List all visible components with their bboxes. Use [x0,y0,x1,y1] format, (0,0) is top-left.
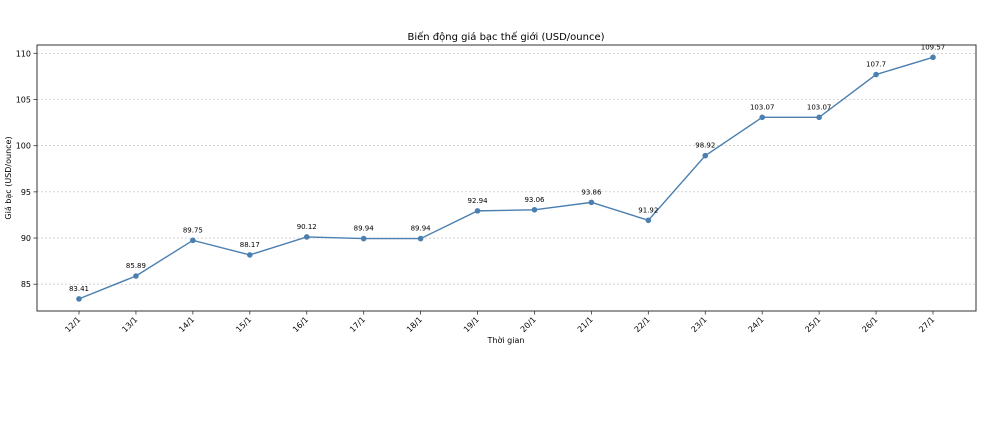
plot-area [36,44,977,312]
data-label: 89.94 [411,225,432,233]
y-axis: 85 90 95 100 105 110 [16,49,37,289]
data-label: 93.86 [581,188,602,196]
data-label: 98.92 [695,142,715,150]
x-tick-label: 22/1 [633,315,652,334]
x-tick-label: 16/1 [291,315,310,334]
data-point [417,235,424,242]
x-tick-label: 18/1 [405,315,424,334]
data-label: 85.89 [126,262,146,270]
data-label: 107.7 [866,61,886,69]
data-point [531,206,538,213]
chart-title: Biến động giá bạc thế giới (USD/ounce) [408,31,605,43]
x-tick-label: 14/1 [177,315,196,334]
data-label: 103.07 [807,103,832,111]
data-labels: 83.41 85.89 89.75 88.17 90.12 89.94 89.94 92.94… [69,43,945,293]
y-tick-label: 90 [21,234,31,243]
data-label: 93.06 [524,196,545,204]
x-tick-label: 25/1 [803,315,822,334]
data-point [759,114,765,121]
data-label: 88.17 [240,241,260,249]
x-tick-label: 20/1 [519,315,538,334]
data-point [247,252,253,258]
y-tick-label: 85 [21,280,31,289]
data-point [816,114,822,121]
x-tick-label: 24/1 [747,315,766,334]
data-point [474,208,481,214]
data-label: 83.41 [69,285,89,293]
data-label: 109.57 [921,43,946,51]
x-tick-label: 26/1 [860,315,879,334]
data-point [588,199,595,206]
data-point [702,152,709,159]
data-point [645,217,652,224]
data-label: 103.07 [750,103,775,111]
series-line [78,56,934,300]
x-axis: 12/1 13/1 14/1 15/1 16/1 17/1 18/1 19/1 20/1 21/1… [63,311,936,334]
x-tick-label: 27/1 [917,315,936,334]
x-tick-label: 17/1 [348,315,367,334]
data-label: 91.92 [638,206,658,214]
data-label: 89.75 [183,226,203,234]
x-tick-label: 19/1 [462,315,481,334]
data-label: 89.94 [354,225,375,233]
y-tick-label: 100 [16,142,31,151]
data-label: 92.94 [468,197,489,205]
data-point [76,296,82,302]
data-point [930,54,936,61]
x-tick-label: 13/1 [120,315,139,334]
y-tick-label: 110 [16,49,31,58]
x-tick-label: 15/1 [234,315,253,334]
data-point [303,234,310,240]
data-point [133,273,139,279]
x-tick-label: 21/1 [576,315,595,334]
y-tick-label: 105 [16,95,31,104]
data-point [190,237,196,244]
x-axis-title: Thời gian [487,335,525,345]
x-tick-label: 12/1 [63,315,82,334]
data-label: 90.12 [297,223,317,231]
data-point [873,71,879,78]
y-axis-title: Giá bạc (USD/ounce) [4,136,14,219]
data-point [360,235,367,242]
x-tick-label: 23/1 [690,315,709,334]
y-tick-label: 95 [21,188,31,197]
data-points [76,54,936,302]
